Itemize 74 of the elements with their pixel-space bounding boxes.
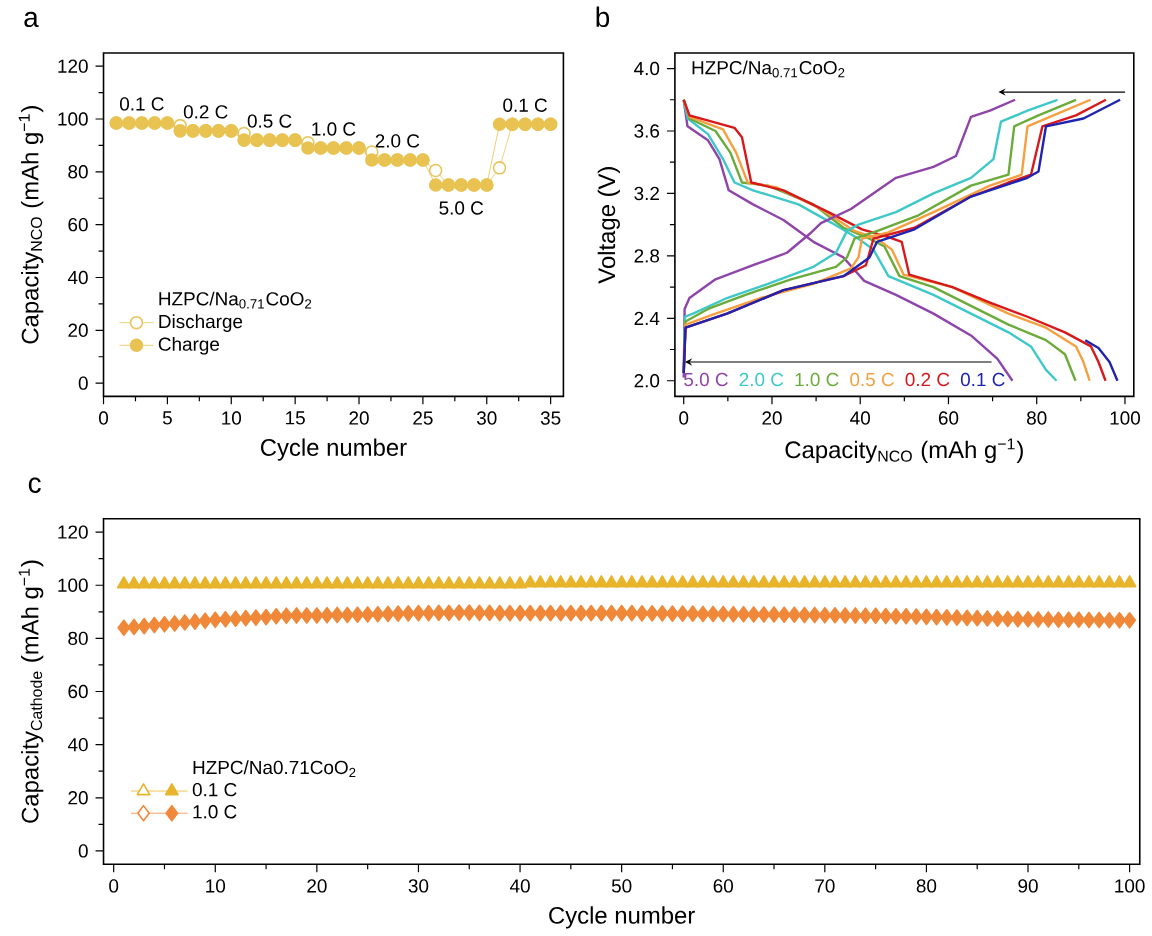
legend-label: Charge [158, 337, 220, 355]
x-tick-label: 10 [222, 411, 242, 425]
annotation: 2.0 C [375, 134, 420, 148]
y-tick-label: 20 [68, 323, 88, 338]
y-tick-label: 100 [58, 112, 88, 126]
text: 0.2 C [905, 372, 950, 387]
x-tick-label: 20 [762, 411, 782, 425]
x-tick-label: 35 [540, 411, 561, 425]
x-axis-title: Cycle number [549, 906, 695, 929]
annotation: HZPC/Na$_{0.71}$CoO$_{2}$ [692, 60, 845, 78]
y-tick-label: 40 [67, 738, 88, 752]
text: 0.1 C [960, 372, 1005, 387]
x-tick-label: 0 [679, 411, 689, 425]
x-tick-label: 0 [99, 411, 109, 425]
y-axis-title: Voltage (V) [597, 167, 620, 284]
chart-title: b [596, 6, 610, 28]
y-tick-label: 2.4 [634, 311, 660, 325]
annotation: 1.0 C [312, 122, 356, 136]
y-axis-title: Capacity$_{Cathode}$ (mAh g$^{−1}$) [18, 560, 44, 823]
y-tick-label: 2.8 [634, 249, 660, 263]
y-tick-label: 60 [68, 218, 88, 232]
x-tick-label: 20 [307, 879, 327, 893]
y-tick-label: 2.0 [634, 374, 660, 388]
chart-title: a [24, 11, 39, 28]
y-tick-label: 80 [68, 165, 88, 179]
x-tick-label: 60 [713, 879, 733, 893]
x-tick-label: 100 [1115, 879, 1145, 893]
annotation: 0.2 C [183, 105, 228, 119]
annotation: 0.5 C [247, 114, 292, 128]
y-axis-title: Capacity$_{NCO}$ (mAh g$^{−1}$) [18, 106, 44, 344]
y-tick-label: 80 [68, 631, 88, 646]
x-tick-label: 10 [206, 879, 226, 893]
x-tick-label: 40 [509, 879, 530, 893]
text: 1.0 C [795, 372, 839, 387]
legend-label: 0.1 C [192, 783, 237, 797]
x-tick-label: 80 [1027, 411, 1047, 425]
x-tick-label: 30 [408, 879, 429, 893]
y-tick-label: 0 [78, 844, 88, 858]
y-tick-label: 120 [58, 59, 88, 73]
x-tick-label: 90 [1018, 879, 1038, 893]
text: 5.0 C [684, 372, 728, 387]
text: 2.0 C [739, 372, 784, 387]
x-tick-label: 5 [162, 411, 172, 425]
x-tick-label: 100 [1110, 411, 1140, 425]
y-tick-label: 120 [58, 525, 88, 539]
x-axis-title: Capacity$_{NCO}$ (mAh g$^{−1}$) [785, 438, 1023, 464]
x-tick-label: 20 [349, 411, 369, 425]
legend-title: HZPC/Na0.71CoO$_{2}$ [193, 760, 356, 778]
x-tick-label: 30 [476, 411, 497, 425]
y-tick-label: 40 [67, 270, 88, 285]
annotation: 0.1 C [503, 98, 547, 112]
chart-title: c [28, 477, 41, 493]
y-tick-label: 3.2 [634, 186, 659, 201]
annotation: 5.0 C [439, 201, 484, 215]
legend-title: HZPC/Na$_{0.71}$CoO$_{2}$ [159, 291, 312, 309]
x-tick-label: 50 [611, 879, 632, 893]
y-tick-label: 20 [68, 791, 88, 805]
x-tick-label: 40 [850, 411, 870, 425]
x-tick-label: 0 [109, 879, 119, 893]
legend-label: 1.0 C [193, 805, 237, 819]
legend-label: Discharge [159, 314, 243, 332]
y-tick-label: 4.0 [634, 61, 660, 76]
x-axis-title: Cycle number [261, 438, 407, 461]
x-tick-label: 70 [815, 879, 835, 893]
y-tick-label: 0 [78, 376, 88, 390]
x-tick-label: 25 [413, 411, 433, 425]
annotation: 0.1 C [120, 97, 164, 111]
x-tick-label: 80 [916, 879, 937, 893]
y-tick-label: 3.6 [634, 124, 660, 138]
x-tick-label: 60 [938, 411, 959, 425]
text: 0.5 C [850, 372, 894, 387]
y-tick-label: 60 [68, 684, 88, 699]
y-tick-label: 100 [58, 578, 88, 592]
x-tick-label: 15 [286, 411, 305, 425]
